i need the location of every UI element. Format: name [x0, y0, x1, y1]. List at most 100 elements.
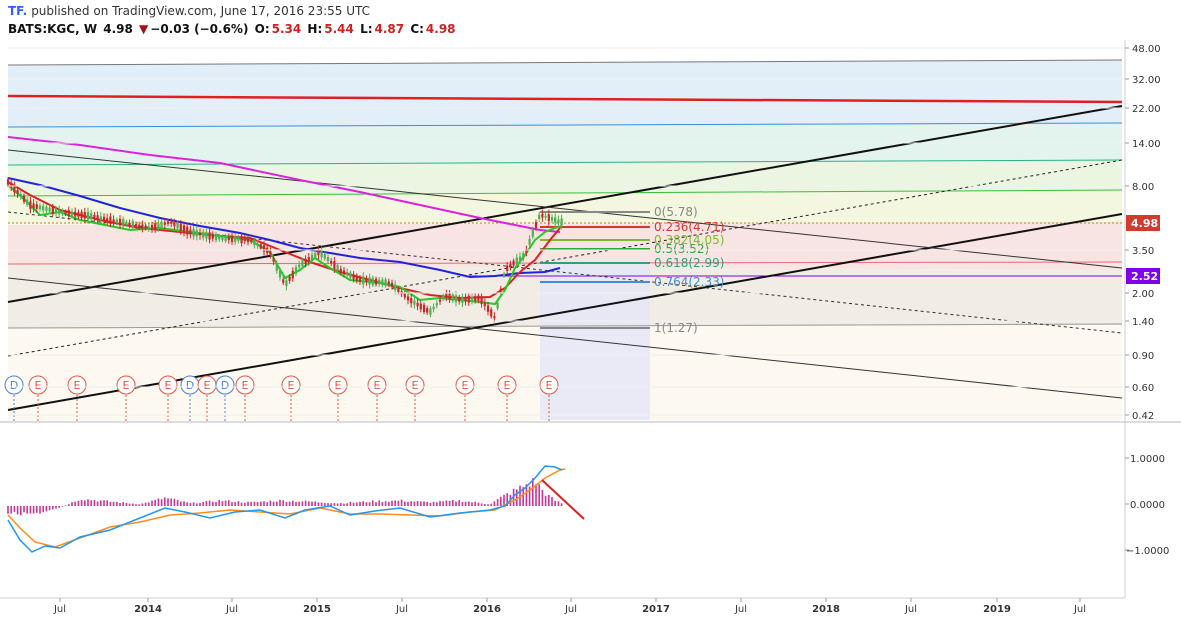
candle-body: [493, 316, 496, 319]
candle-body: [416, 302, 419, 307]
candle-body: [301, 260, 304, 267]
mid-uptrend-dashed-line[interactable]: [7, 159, 1123, 357]
earnings-marker[interactable]: [67, 375, 87, 395]
green-level-line[interactable]: [7, 189, 1123, 197]
histogram-bar: [148, 502, 150, 506]
histogram-bar: [525, 484, 528, 506]
histogram-bar: [135, 504, 137, 506]
candle-body: [10, 183, 13, 188]
histogram-bar: [269, 500, 272, 506]
histogram-bar: [128, 503, 131, 506]
fib-level-label: 0.764(2.33): [654, 275, 724, 289]
candle-body: [426, 308, 429, 313]
dividend-marker[interactable]: [215, 375, 235, 395]
macd-red-trend-line[interactable]: [541, 479, 585, 520]
earnings-marker[interactable]: [539, 375, 559, 395]
fib-level-label: 0.382(4.05): [654, 233, 724, 247]
earnings-marker[interactable]: [497, 375, 517, 395]
earnings-marker[interactable]: [281, 375, 301, 395]
price-pane[interactable]: 0(5.78)0.236(4.71)0.382(4.05)0.5(3.52)0.…: [0, 40, 1125, 422]
histogram-bar: [436, 502, 438, 506]
dividend-marker-label: D: [10, 379, 18, 392]
candle-body: [141, 224, 144, 229]
candle-body: [246, 237, 250, 243]
time-axis-label: Jul: [1073, 604, 1086, 615]
candle-body: [42, 205, 45, 211]
candle-body: [394, 284, 397, 291]
price-tick-label: 1.40: [1132, 317, 1154, 328]
candle-body: [518, 256, 522, 261]
macd-pane[interactable]: [7, 465, 585, 553]
histogram-bar: [400, 499, 403, 506]
macd-histogram: [7, 478, 563, 516]
macd-axis[interactable]: 1.0000 0.0000 −1.0000: [1124, 422, 1169, 598]
candle-body: [218, 236, 221, 240]
candle-body: [371, 277, 374, 286]
blue-level-line[interactable]: [7, 122, 1123, 128]
histogram-bar: [388, 501, 390, 506]
candle-body: [406, 296, 410, 301]
candle-body: [234, 236, 237, 242]
downtrend-lower-line[interactable]: [7, 277, 1123, 399]
candle-body: [314, 252, 317, 258]
tradingview-logo[interactable]: TF.: [8, 4, 28, 18]
symbol-name[interactable]: BATS:KGC, W: [8, 22, 98, 36]
price-axis[interactable]: 48.00 32.00 22.00 14.00 8.00 3.50 2.00 1.40 0.90…: [8, 40, 1181, 422]
fibonacci-retracement[interactable]: 0(5.78)0.236(4.71)0.382(4.05)0.5(3.52)0.…: [540, 205, 724, 335]
earnings-marker[interactable]: [28, 375, 48, 395]
histogram-bar: [535, 484, 537, 506]
histogram-bar: [106, 500, 108, 506]
teal-level-line[interactable]: [7, 159, 1123, 166]
histogram-bar: [32, 506, 35, 514]
candle-body: [387, 281, 390, 285]
candle-body: [128, 222, 131, 225]
candle-body: [474, 296, 477, 301]
fib-level-label: 0.5(3.52): [654, 242, 709, 256]
downtrend-upper-line[interactable]: [7, 149, 1123, 269]
histogram-bar: [176, 500, 179, 506]
histogram-bar: [157, 498, 160, 506]
histogram-bar: [295, 501, 297, 506]
earnings-marker[interactable]: [235, 375, 255, 395]
earnings-marker[interactable]: [158, 375, 178, 395]
dividend-marker[interactable]: [4, 375, 24, 395]
candle-body: [205, 231, 208, 239]
top-channel-line[interactable]: [7, 59, 1123, 66]
histogram-bar: [100, 500, 102, 506]
candle-body: [541, 213, 544, 218]
candle-body: [48, 207, 51, 212]
candle-body: [154, 223, 157, 230]
histogram-bar: [125, 502, 128, 506]
price-candles[interactable]: [6, 177, 563, 323]
candle-body: [448, 293, 451, 300]
histogram-bar: [224, 500, 227, 506]
candle-body: [522, 253, 525, 260]
candle-body: [413, 300, 416, 305]
symbol-line: BATS:KGC, W 4.98 ▼ −0.03 (−0.6%) O: 5.34 H…: [8, 22, 458, 36]
upper-uptrend-line[interactable]: [7, 105, 1123, 303]
earnings-marker[interactable]: [455, 375, 475, 395]
earnings-marker[interactable]: [328, 375, 348, 395]
candle-body: [240, 235, 243, 244]
gray-level-line[interactable]: [7, 323, 1123, 329]
time-axis-label: Jul: [395, 604, 408, 615]
candle-body: [358, 278, 362, 282]
histogram-bar: [317, 502, 320, 506]
histogram-bar: [359, 501, 361, 506]
histogram-bar: [154, 499, 156, 506]
histogram-bar: [20, 506, 22, 516]
candle-body: [538, 214, 541, 220]
earnings-marker[interactable]: [367, 375, 387, 395]
candle-body: [410, 298, 413, 304]
candle-body: [464, 297, 467, 302]
earnings-marker[interactable]: [116, 375, 136, 395]
time-axis[interactable]: Jul 2014 Jul 2015 Jul 2016 Jul 2017 Jul 2018 Jul 20…: [0, 597, 1125, 615]
histogram-bar: [208, 500, 211, 506]
histogram-bar: [29, 506, 32, 514]
resistance-red-line[interactable]: [7, 94, 1123, 104]
earnings-marker-label: E: [504, 379, 511, 392]
candle-body: [74, 211, 77, 217]
earnings-marker[interactable]: [405, 375, 425, 395]
